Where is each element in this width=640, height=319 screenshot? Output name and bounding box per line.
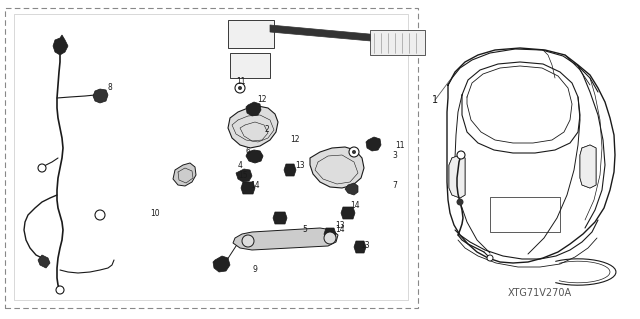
Text: 5: 5 <box>303 226 307 234</box>
Bar <box>370 30 425 55</box>
Polygon shape <box>310 147 364 188</box>
Polygon shape <box>270 25 382 42</box>
Polygon shape <box>228 106 278 148</box>
Circle shape <box>56 286 64 294</box>
Polygon shape <box>233 228 338 250</box>
Polygon shape <box>236 169 252 182</box>
Text: 7: 7 <box>392 181 397 189</box>
Text: 14: 14 <box>350 201 360 210</box>
Polygon shape <box>354 241 366 253</box>
Text: 10: 10 <box>150 209 160 218</box>
Text: 11: 11 <box>236 78 246 86</box>
Circle shape <box>235 83 245 93</box>
Polygon shape <box>53 35 68 55</box>
Circle shape <box>238 86 242 90</box>
Text: 13: 13 <box>360 241 370 249</box>
Text: 15: 15 <box>238 170 248 180</box>
Polygon shape <box>93 89 108 103</box>
Text: XTG71V270A: XTG71V270A <box>508 288 572 298</box>
Polygon shape <box>324 228 336 240</box>
Polygon shape <box>580 145 596 188</box>
Circle shape <box>38 164 46 172</box>
Text: 3: 3 <box>392 151 397 160</box>
Polygon shape <box>345 183 358 195</box>
Text: 4: 4 <box>237 160 243 169</box>
Text: 11: 11 <box>396 140 404 150</box>
Text: 14: 14 <box>250 181 260 189</box>
Polygon shape <box>341 207 355 219</box>
Text: 6: 6 <box>246 147 250 157</box>
Polygon shape <box>213 256 230 272</box>
Polygon shape <box>246 150 263 163</box>
Bar <box>228 20 274 48</box>
Circle shape <box>324 232 336 244</box>
Circle shape <box>487 255 493 261</box>
Polygon shape <box>449 155 465 198</box>
Bar <box>14 14 408 300</box>
Polygon shape <box>241 182 255 194</box>
Text: 1: 1 <box>432 95 438 105</box>
Text: 9: 9 <box>253 265 257 275</box>
Circle shape <box>95 210 105 220</box>
Bar <box>490 197 560 232</box>
Bar <box>230 53 270 78</box>
Circle shape <box>349 147 359 157</box>
Text: 12: 12 <box>257 95 267 105</box>
Text: 12: 12 <box>291 136 300 145</box>
Polygon shape <box>246 102 261 116</box>
Polygon shape <box>366 137 381 151</box>
Polygon shape <box>273 212 287 224</box>
Text: 13: 13 <box>295 160 305 169</box>
Text: 8: 8 <box>108 83 113 92</box>
Text: 2: 2 <box>264 125 269 135</box>
Text: 13: 13 <box>335 220 345 229</box>
Text: 14: 14 <box>335 226 345 234</box>
Polygon shape <box>284 164 296 176</box>
Circle shape <box>457 151 465 159</box>
Polygon shape <box>38 255 50 268</box>
Polygon shape <box>173 163 196 186</box>
Circle shape <box>242 235 254 247</box>
Bar <box>5 8 418 308</box>
Circle shape <box>456 198 463 205</box>
Circle shape <box>352 150 356 154</box>
